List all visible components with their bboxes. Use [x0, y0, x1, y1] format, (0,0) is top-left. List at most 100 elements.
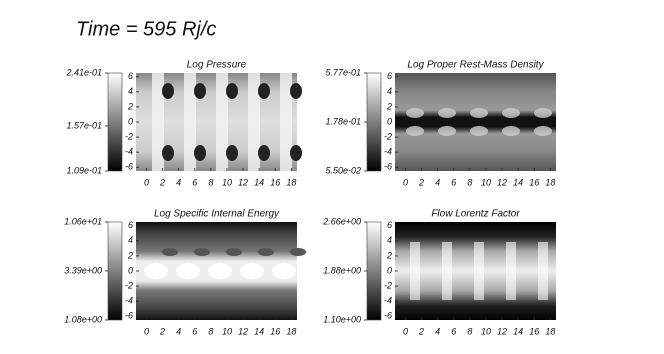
heatmap-spot: [290, 83, 302, 99]
heatmap-spot: [176, 263, 200, 279]
colorbar: [107, 221, 123, 321]
y-tick-label: -6: [384, 162, 392, 172]
x-tick-label: 2: [418, 177, 424, 187]
x-tick-label: 16: [529, 177, 539, 187]
y-tick-label: 4: [387, 86, 392, 96]
colorbar-tick-label: 5.77e-01: [325, 67, 361, 77]
heatmap-spot: [438, 126, 456, 136]
figure-title: Time = 595 Rj/c: [76, 18, 216, 40]
y-tick-label: -4: [125, 296, 133, 306]
heatmap-spot: [258, 248, 274, 256]
y-tick-label: -2: [384, 280, 392, 290]
heatmap-spot: [290, 145, 302, 161]
y-tick-label: 2: [386, 250, 392, 260]
y-tick-label: 4: [387, 235, 392, 245]
x-tick-label: 16: [270, 177, 280, 187]
x-tick-label: 2: [418, 326, 424, 336]
heatmap-spot: [470, 126, 488, 136]
y-tick-label: 2: [127, 101, 133, 111]
heatmap-spot: [162, 145, 174, 161]
y-tick-label: 0: [128, 116, 133, 126]
heatmap-spot: [534, 108, 552, 118]
y-tick-label: 4: [128, 86, 133, 96]
heatmap-spot: [502, 126, 520, 136]
x-tick-label: 14: [513, 326, 523, 336]
heatmap-stripe: [280, 73, 292, 171]
y-tick-label: 0: [387, 116, 392, 126]
y-tick-label: 6: [387, 71, 392, 81]
x-tick-label: 6: [192, 177, 197, 187]
x-tick-label: 12: [238, 326, 248, 336]
y-tick-label: -2: [384, 131, 392, 141]
heatmap-spot: [502, 108, 520, 118]
colorbar-tick-label: 2.41e-01: [65, 67, 102, 77]
heatmap-spot: [406, 108, 424, 118]
heatmap-stripe: [538, 242, 548, 300]
heatmap-spot: [162, 83, 174, 99]
y-tick-label: -4: [125, 147, 133, 157]
heatmap-spot: [194, 145, 206, 161]
x-tick-label: 14: [513, 177, 523, 187]
y-tick-label: 0: [128, 265, 133, 275]
colorbar-tick-label: 2.66e+00: [322, 216, 361, 226]
heatmap-spot: [534, 126, 552, 136]
x-tick-label: 4: [176, 326, 181, 336]
y-tick-label: -2: [125, 280, 133, 290]
y-tick-label: -2: [125, 131, 133, 141]
x-tick-label: 16: [270, 326, 280, 336]
heatmap-spot: [144, 263, 168, 279]
x-tick-label: 4: [435, 326, 440, 336]
x-tick-label: 6: [192, 326, 197, 336]
heatmap-spot: [162, 248, 178, 256]
heatmap-spot: [272, 263, 296, 279]
x-tick-label: 18: [286, 326, 296, 336]
heatmap-spot: [290, 248, 306, 256]
y-tick-label: -4: [384, 296, 392, 306]
heatmap-spot: [470, 108, 488, 118]
heatmap-spot: [226, 248, 242, 256]
y-tick-label: 4: [128, 235, 133, 245]
heatmap-spot: [406, 126, 424, 136]
y-tick-label: 6: [128, 71, 133, 81]
heatmap-stripe: [410, 242, 420, 300]
colorbar-tick-label: 1.08e+00: [64, 314, 102, 324]
x-tick-label: 10: [222, 326, 232, 336]
y-tick-label: 2: [386, 101, 392, 111]
x-tick-label: 8: [467, 177, 472, 187]
x-tick-label: 18: [545, 177, 555, 187]
x-tick-label: 10: [481, 177, 491, 187]
heatmap-stripe: [152, 73, 164, 171]
x-tick-label: 4: [435, 177, 440, 187]
x-tick-label: 0: [144, 177, 149, 187]
colorbar-tick-label: 3.39e+00: [64, 265, 102, 275]
colorbar-tick-label: 1.06e+01: [64, 216, 102, 226]
x-tick-label: 14: [254, 326, 264, 336]
x-tick-label: 12: [238, 177, 248, 187]
colorbar-tick-label: 1.57e-01: [66, 120, 102, 130]
panel-title: Log Proper Rest-Mass Density: [407, 60, 544, 71]
heatmap-spot: [258, 83, 270, 99]
y-tick-label: 6: [387, 220, 392, 230]
heatmap-stripe: [506, 242, 516, 300]
y-tick-label: 0: [387, 265, 392, 275]
y-tick-label: 2: [127, 250, 133, 260]
colorbar: [366, 221, 382, 321]
heatmap-spot: [194, 248, 210, 256]
heatmap-spot: [226, 145, 238, 161]
colorbar-tick-label: 5.50e-02: [325, 165, 361, 175]
y-tick-label: -4: [384, 147, 392, 157]
heatmap-stripe: [216, 73, 228, 171]
x-tick-label: 12: [497, 326, 507, 336]
heatmap-spot: [194, 83, 206, 99]
x-tick-label: 16: [529, 326, 539, 336]
panel-title: Log Pressure: [187, 60, 247, 71]
heatmap-stripe: [184, 73, 196, 171]
colorbar: [107, 72, 123, 172]
heatmap-spot: [240, 263, 264, 279]
heatmap-stripe: [474, 242, 484, 300]
heatmap-stripe: [442, 242, 452, 300]
x-tick-label: 18: [545, 326, 555, 336]
y-tick-label: -6: [125, 311, 133, 321]
x-tick-label: 10: [222, 177, 232, 187]
x-tick-label: 2: [159, 326, 165, 336]
